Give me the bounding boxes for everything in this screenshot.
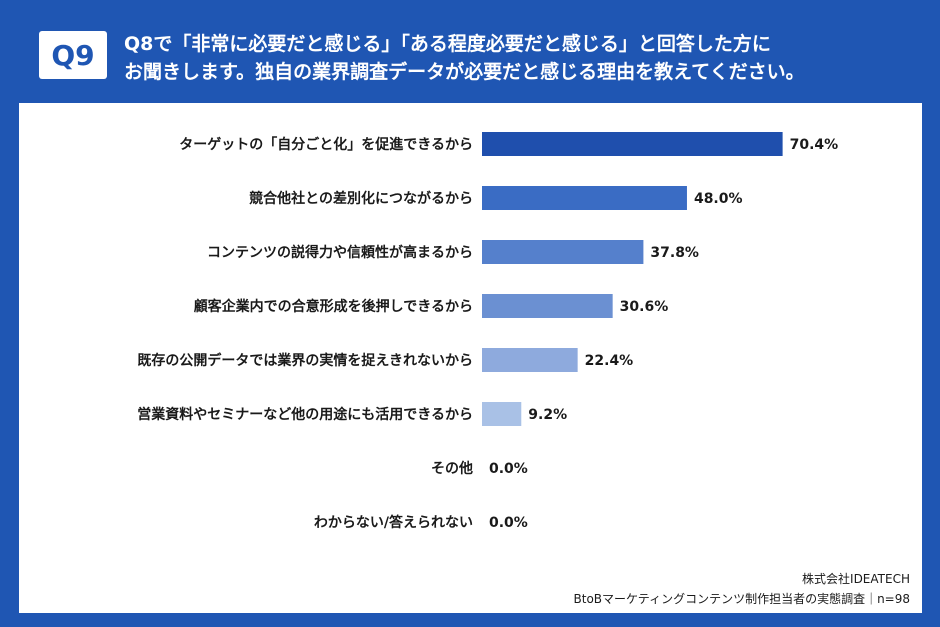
footer-company: 株式会社IDEATECH — [802, 572, 910, 586]
bar — [482, 294, 613, 318]
question-badge: Q9 — [39, 31, 107, 79]
chart-panel: ターゲットの「自分ごと化」を促進できるから 70.4% 競合他社との差別化につながる… — [19, 103, 922, 613]
category-label: 既存の公開データでは業界の実情を捉えきれないから — [137, 352, 473, 369]
category-label: 顧客企業内での合意形成を後押しできるから — [194, 298, 473, 315]
category-label: コンテンツの説得力や信頼性が高まるから — [207, 244, 473, 261]
value-label: 48.0% — [694, 191, 743, 207]
question-title-line2: お聞きします。独自の業界調査データが必要だと感じる理由を教えてください。 — [124, 61, 805, 83]
value-label: 0.0% — [489, 461, 528, 477]
value-label: 30.6% — [620, 299, 669, 315]
footer-survey: BtoBマーケティングコンテンツ制作担当者の実態調査｜n=98 — [573, 592, 910, 606]
category-label: その他 — [431, 460, 473, 477]
bar — [482, 402, 522, 426]
bar — [482, 240, 644, 264]
category-label: ターゲットの「自分ごと化」を促進できるから — [179, 136, 473, 153]
bar — [482, 186, 687, 210]
bar-chart: ターゲットの「自分ごと化」を促進できるから 70.4% 競合他社との差別化につながる… — [137, 132, 839, 531]
category-label: わからない/答えられない — [314, 514, 473, 531]
bar — [482, 348, 578, 372]
category-label: 営業資料やセミナーなど他の用途にも活用できるから — [137, 406, 473, 423]
value-label: 37.8% — [650, 245, 699, 261]
value-label: 0.0% — [489, 515, 528, 531]
value-label: 70.4% — [790, 137, 839, 153]
question-title-line1: Q8で「非常に必要だと感じる」「ある程度必要だと感じる」と回答した方に — [124, 33, 771, 55]
question-title: Q8で「非常に必要だと感じる」「ある程度必要だと感じる」と回答した方に お聞きし… — [124, 30, 924, 86]
category-label: 競合他社との差別化につながるから — [249, 190, 473, 207]
value-label: 9.2% — [528, 407, 567, 423]
bar — [482, 132, 783, 156]
header: Q9 Q8で「非常に必要だと感じる」「ある程度必要だと感じる」と回答した方に お… — [0, 0, 940, 100]
value-label: 22.4% — [585, 353, 634, 369]
